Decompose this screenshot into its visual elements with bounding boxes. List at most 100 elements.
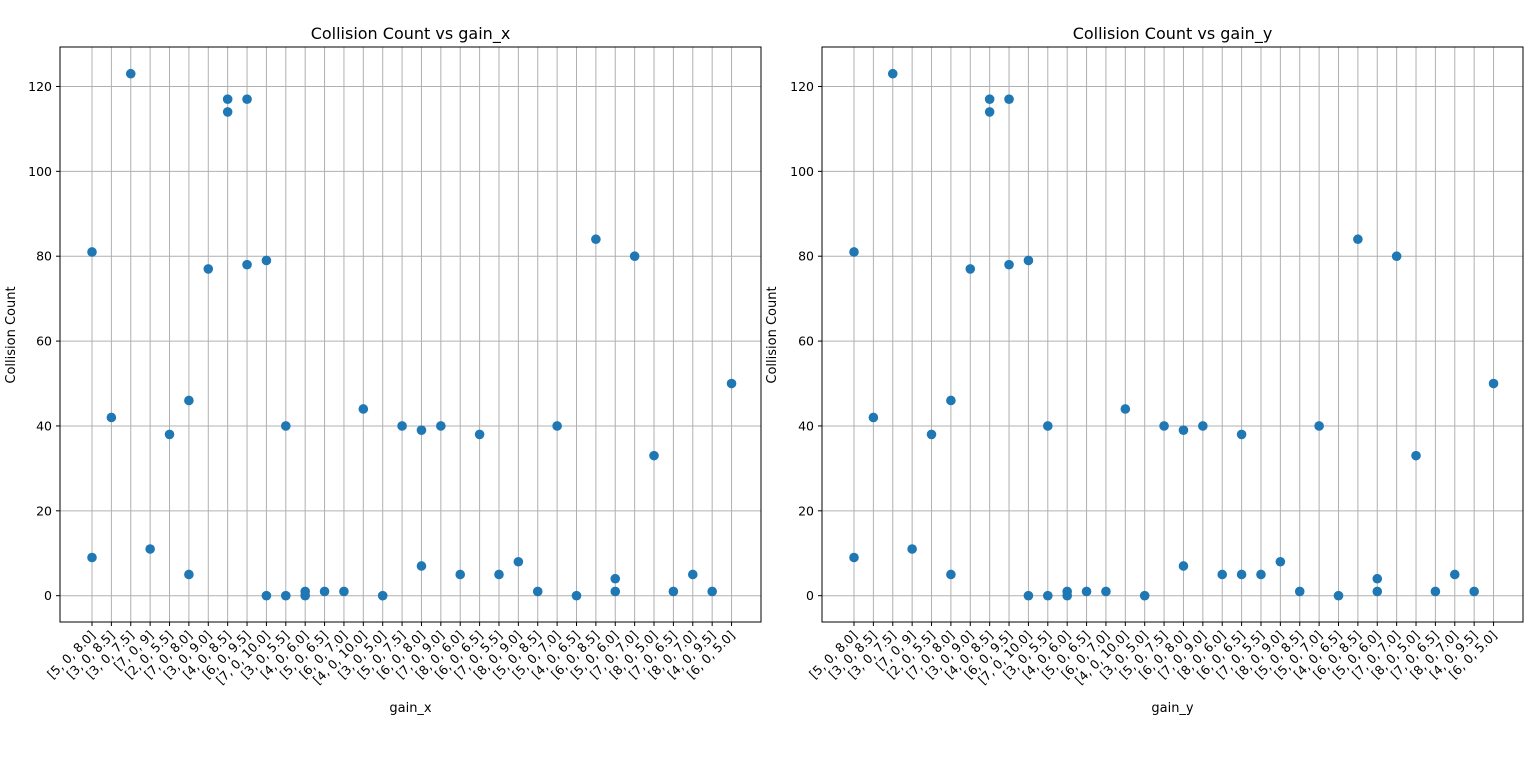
scatter-point	[1372, 586, 1383, 597]
y-tick-label: 40	[798, 418, 814, 433]
scatter-point	[1023, 590, 1034, 601]
scatter-point	[222, 107, 233, 117]
scatter-point	[1333, 590, 1344, 601]
scatter-point	[849, 247, 859, 257]
scatter-point	[532, 586, 543, 597]
scatter-point	[1023, 255, 1034, 266]
scatter-point	[1159, 421, 1169, 431]
chart-gain-x: Collision Count vs gain_x gain_x Collisi…	[4, 24, 762, 716]
scatter-point	[1004, 259, 1014, 270]
y-tick-label: 100	[28, 164, 52, 179]
y-tick-label: 20	[36, 503, 52, 518]
plot-frame	[59, 46, 762, 623]
y-tick-label: 0	[44, 588, 52, 603]
x-axis-label: gain_x	[389, 701, 432, 716]
plot-area: [5, 0, 8.0][3, 0, 8.5][3, 0, 7.5][7, 0, …	[790, 46, 1524, 687]
y-axis-label: Collision Count	[765, 286, 780, 383]
scatter-point	[281, 590, 291, 601]
scatter-point	[416, 425, 427, 435]
scatter-point	[984, 107, 995, 117]
plot-frame	[821, 46, 1524, 623]
scatter-point	[610, 586, 621, 597]
scatter-point	[281, 421, 291, 431]
scatter-point	[946, 395, 956, 406]
scatter-point	[319, 586, 330, 597]
scatter-point	[1217, 569, 1228, 580]
scatter-point	[707, 586, 717, 597]
scatter-point	[416, 561, 427, 571]
scatter-point	[1314, 421, 1324, 431]
scatter-point	[474, 429, 485, 440]
x-axis-label: gain_y	[1151, 701, 1194, 716]
chart-title: Collision Count vs gain_y	[1073, 24, 1273, 44]
scatter-point	[1178, 425, 1189, 435]
scatter-point	[1372, 573, 1383, 584]
scatter-point	[1449, 569, 1460, 580]
y-tick-label: 40	[36, 418, 52, 433]
scatter-point	[1256, 569, 1266, 580]
scatter-point	[1043, 590, 1053, 601]
scatter-point	[1294, 586, 1305, 597]
scatter-point	[242, 94, 252, 104]
scatter-point	[358, 404, 369, 414]
scatter-point	[965, 264, 976, 274]
scatter-point	[87, 552, 97, 563]
y-tick-label: 80	[36, 249, 52, 264]
scatter-point	[649, 450, 659, 461]
scatter-point	[887, 68, 898, 79]
scatter-point	[984, 94, 995, 104]
scatter-point	[494, 569, 504, 580]
scatter-point	[1391, 251, 1402, 262]
scatter-point	[868, 412, 879, 423]
scatter-point	[629, 251, 640, 262]
scatter-point	[1178, 561, 1189, 571]
scatter-point	[571, 590, 582, 601]
scatter-point	[726, 378, 737, 389]
scatter-point	[1275, 556, 1286, 567]
scatter-point	[1101, 586, 1111, 597]
scatter-point	[1236, 569, 1247, 580]
scatter-point	[610, 573, 621, 584]
scatter-point	[1139, 590, 1150, 601]
y-tick-label: 60	[36, 334, 52, 349]
scatter-point	[1469, 586, 1479, 597]
scatter-point	[946, 569, 956, 580]
scatter-point	[164, 429, 175, 440]
scatter-point	[145, 544, 155, 554]
scatter-point	[1043, 421, 1053, 431]
scatter-point	[1198, 421, 1208, 431]
scatter-point	[203, 264, 214, 274]
scatter-point	[552, 421, 562, 431]
scatter-point	[1004, 94, 1014, 104]
scatter-point	[106, 412, 117, 423]
scatter-point	[377, 590, 388, 601]
y-axis-label: Collision Count	[4, 286, 19, 383]
scatter-point	[907, 544, 917, 554]
scatter-point	[87, 247, 97, 257]
y-tick-label: 120	[28, 79, 52, 94]
scatter-point	[261, 255, 272, 266]
y-tick-label: 120	[790, 79, 814, 94]
scatter-point	[1411, 450, 1421, 461]
scatter-point	[242, 259, 252, 270]
scatter-point	[1081, 586, 1092, 597]
scatter-point	[591, 234, 601, 245]
y-tick-label: 60	[798, 334, 814, 349]
scatter-point	[125, 68, 136, 79]
y-tick-label: 20	[798, 503, 814, 518]
y-tick-label: 100	[790, 164, 814, 179]
scatter-point	[513, 556, 524, 567]
scatter-point	[222, 94, 233, 104]
chart-gain-y: Collision Count vs gain_y gain_y Collisi…	[765, 24, 1524, 716]
scatter-point	[184, 569, 194, 580]
scatter-point	[1236, 429, 1247, 440]
scatter-point	[1488, 378, 1499, 389]
scatter-point	[184, 395, 194, 406]
scatter-point	[455, 569, 466, 580]
scatter-point	[1120, 404, 1131, 414]
scatter-point	[849, 552, 859, 563]
plot-area: [5, 0, 8.0][3, 0, 8.5][3, 0, 7.5][7, 0, …	[28, 46, 762, 687]
scatter-point	[926, 429, 937, 440]
scatter-point	[339, 586, 349, 597]
